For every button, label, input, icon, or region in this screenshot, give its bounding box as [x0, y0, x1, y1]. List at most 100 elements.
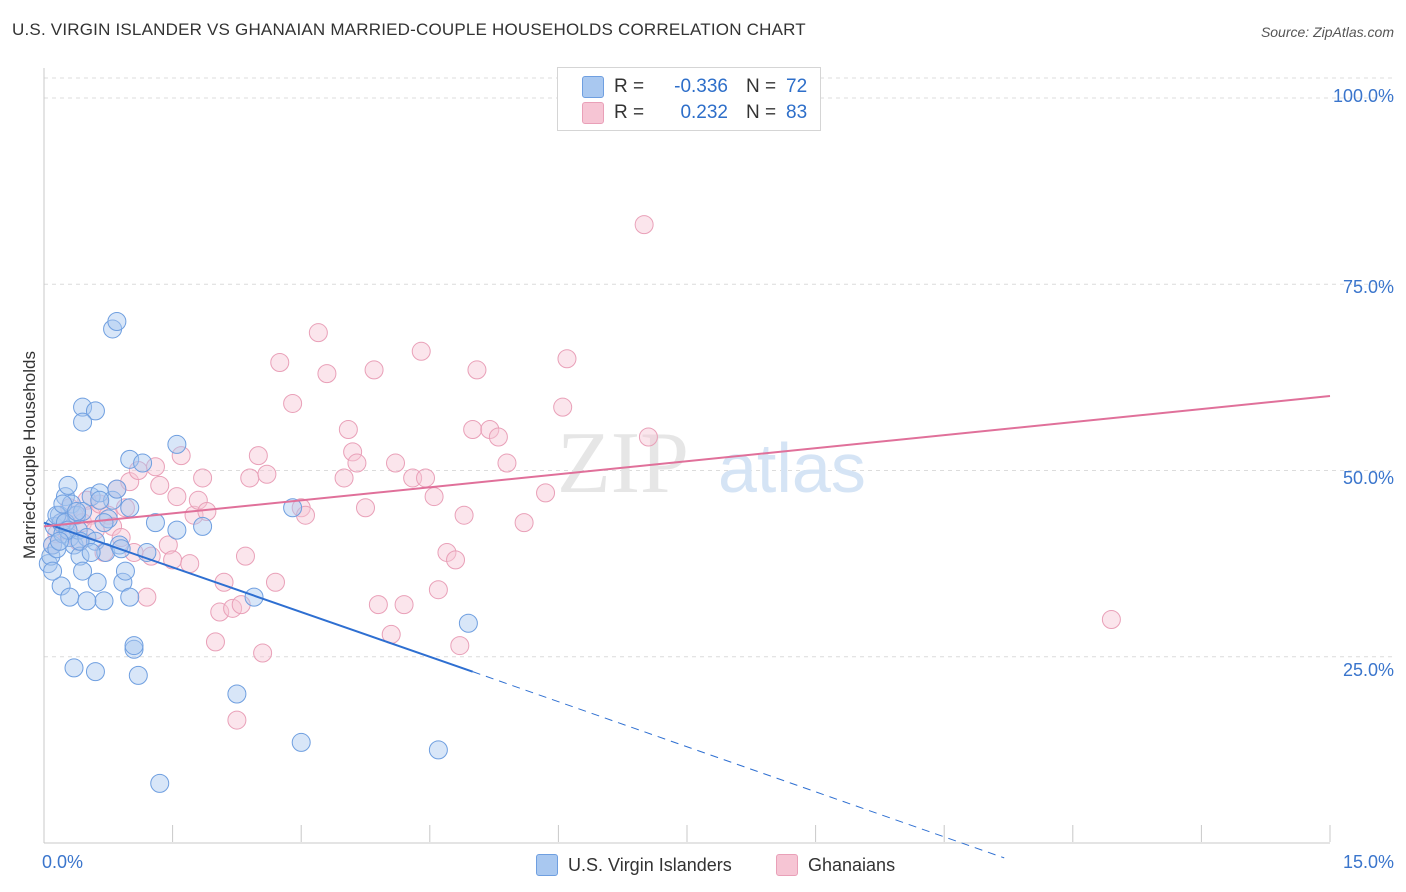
ghanaians-point — [145, 457, 165, 477]
y-tick-label-75: 75.0% — [1342, 277, 1394, 297]
ghanaians-point — [150, 475, 170, 495]
virgin-islanders-point — [193, 516, 213, 536]
legend-r-label: R = — [614, 102, 645, 123]
legend-n-label: N = — [746, 102, 777, 123]
watermark-atlas: atlas — [718, 429, 866, 507]
virgin-islanders-point — [150, 773, 170, 793]
legend-swatch-blue — [582, 76, 604, 98]
virgin-islanders-point — [244, 587, 264, 607]
virgin-islanders-point — [458, 613, 478, 633]
ghanaians-point — [394, 595, 414, 615]
virgin-islanders-point — [115, 561, 135, 581]
ghanaians-point — [368, 595, 388, 615]
ghanaians-point — [210, 602, 230, 622]
virgin-islanders-point — [77, 591, 97, 611]
bottom-legend-virgin-islanders: U.S. Virgin Islanders — [536, 852, 732, 878]
virgin-islanders-point — [94, 591, 114, 611]
ghanaians-point — [111, 528, 131, 548]
ghanaians-point — [411, 341, 431, 361]
watermark: ZIP atlas — [557, 415, 866, 512]
ghanaians-point — [424, 487, 444, 507]
ghanaians-point — [193, 468, 213, 488]
bottom-legend-label: Ghanaians — [808, 854, 896, 875]
ghanaians-point — [171, 446, 191, 466]
ghanaians-trend-line — [43, 395, 1331, 528]
virgin-islanders-point — [167, 434, 187, 454]
virgin-islanders-point — [67, 501, 87, 521]
virgin-islanders-point — [227, 684, 247, 704]
chart-title: U.S. VIRGIN ISLANDER VS GHANAIAN MARRIED… — [12, 20, 806, 39]
virgin-islanders-point — [73, 501, 93, 521]
bottom-legend-label: U.S. Virgin Islanders — [568, 854, 732, 875]
ghanaians-point — [343, 442, 363, 462]
virgin-islanders-point — [87, 572, 107, 592]
ghanaians-point — [463, 420, 483, 440]
virgin-islanders-trend-line — [43, 521, 473, 673]
virgin-islanders-point — [120, 449, 140, 469]
virgin-islanders-point — [85, 662, 105, 682]
legend-row-virgin-islanders: R = -0.336 N = 72 — [582, 75, 807, 99]
ghanaians-point — [180, 554, 200, 574]
legend-row-ghanaians: R = 0.232 N = 83 — [582, 101, 807, 125]
y-tick-label-25: 25.0% — [1342, 660, 1394, 680]
ghanaians-point — [253, 643, 273, 663]
ghanaians-point — [488, 427, 508, 447]
ghanaians-point — [240, 468, 260, 488]
virgin-islanders-point — [283, 498, 303, 518]
ghanaians-point — [265, 572, 285, 592]
grid-lines — [44, 77, 1392, 658]
virgin-islanders-point — [55, 487, 75, 507]
ghanaians-point — [158, 535, 178, 555]
virgin-islanders-point — [60, 587, 80, 607]
virgin-islanders-point — [124, 636, 144, 656]
ghanaians-point — [205, 632, 225, 652]
virgin-islanders-point — [107, 312, 127, 331]
ghanaians-point — [227, 710, 247, 730]
virgin-islanders-point — [49, 531, 69, 551]
ghanaians-point — [334, 468, 354, 488]
y-axis-label: Married-couple Households — [20, 351, 39, 559]
ghanaians-point — [317, 364, 337, 384]
ghanaians-point — [416, 468, 436, 488]
virgin-islanders-point — [64, 658, 84, 678]
ghanaians-point — [446, 550, 466, 570]
bottom-legend-swatch-blue — [536, 854, 558, 876]
virgin-islanders-point — [81, 542, 101, 562]
ghanaians-point — [467, 360, 487, 380]
ghanaians-point — [235, 546, 255, 566]
virgin-islanders-point — [291, 732, 311, 752]
virgin-islanders-point — [73, 397, 93, 417]
virgin-islanders-point — [145, 513, 165, 533]
legend-r-label: R = — [614, 76, 645, 97]
trend-lines — [43, 395, 1331, 859]
ghanaians-point — [257, 464, 277, 484]
legend-r-value: 0.232 — [680, 102, 728, 123]
virgin-islanders-trend-extension — [472, 671, 1005, 859]
ghanaians-point — [347, 453, 367, 473]
y-tick-label-50: 50.0% — [1342, 468, 1394, 488]
legend-n-value: 83 — [786, 102, 808, 123]
ghanaians-point — [270, 352, 290, 372]
virgin-islanders-point — [120, 587, 140, 607]
ghanaians-point — [450, 636, 470, 656]
ghanaians-point — [557, 349, 577, 369]
virgin-islanders-point — [128, 665, 148, 685]
virgin-islanders-point — [58, 475, 78, 495]
ghanaians-point — [638, 427, 658, 447]
ghanaians-point — [356, 498, 375, 518]
ghanaians-point — [167, 487, 187, 507]
virgin-islanders-point — [70, 546, 90, 566]
ghanaians-point — [1101, 610, 1121, 629]
legend-swatch-pink — [582, 102, 604, 124]
virgin-islanders-point — [133, 453, 153, 473]
virgin-islanders-point — [73, 561, 93, 581]
legend-n-label: N = — [746, 76, 777, 97]
virgin-islanders-point — [428, 740, 448, 760]
x-tick-label-max: 15.0% — [1342, 852, 1394, 872]
ghanaians-point — [386, 453, 406, 473]
virgin-islanders-point — [90, 490, 110, 510]
ghanaians-point — [137, 587, 157, 607]
ghanaians-point — [536, 483, 556, 503]
virgin-islanders-point — [167, 520, 187, 540]
